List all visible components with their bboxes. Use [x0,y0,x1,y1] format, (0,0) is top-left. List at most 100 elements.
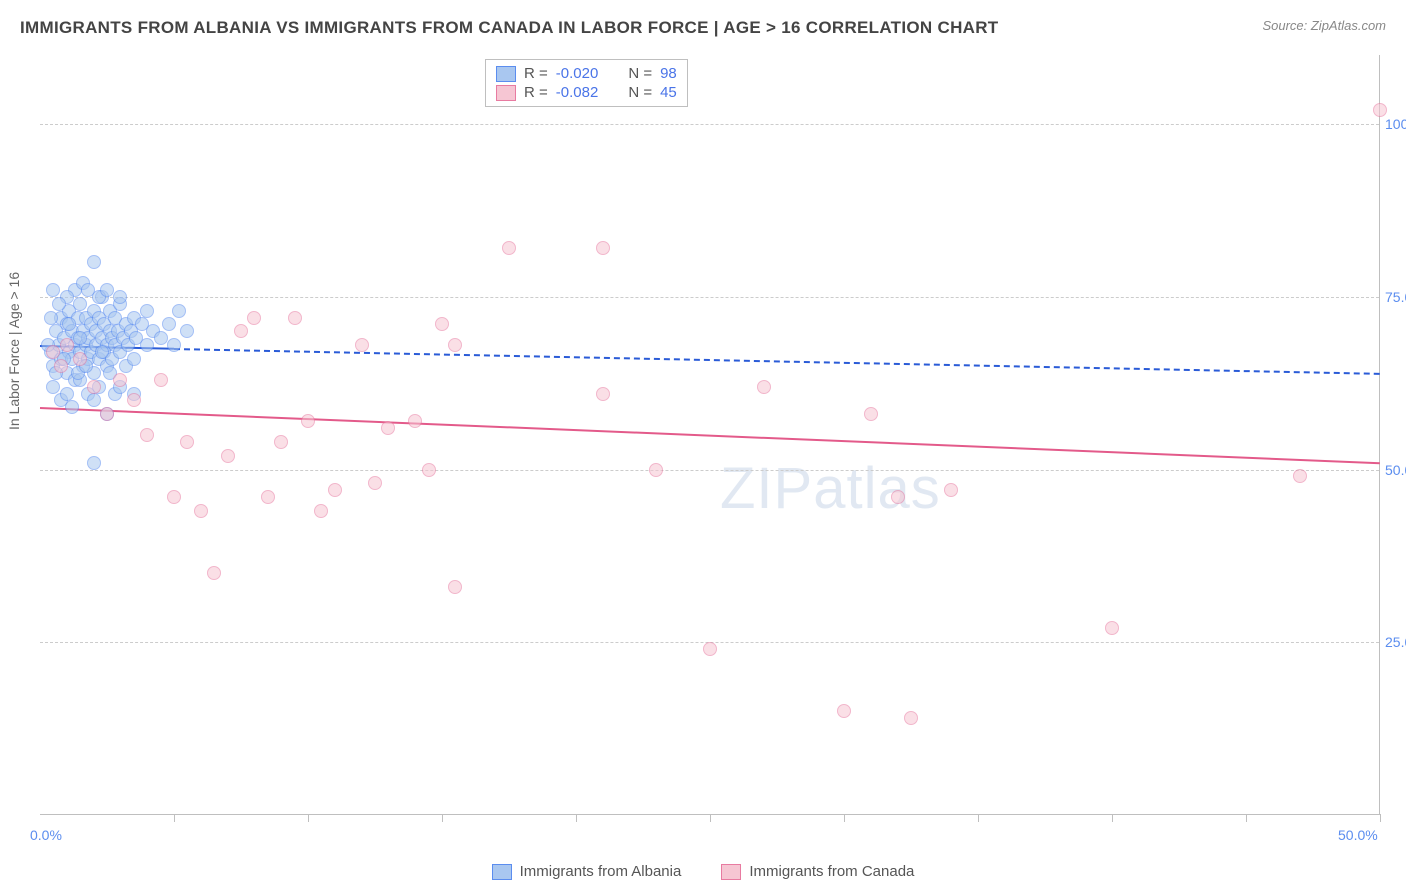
source-label: Source: ZipAtlas.com [1262,18,1386,33]
stat-r-label: R = [524,65,548,82]
scatter-point [87,255,101,269]
scatter-point [44,311,58,325]
x-axis-label: 0.0% [30,827,62,843]
scatter-point [167,338,181,352]
legend-label: Immigrants from Canada [749,863,914,880]
legend-item: Immigrants from Canada [721,863,914,880]
scatter-point [837,704,851,718]
scatter-point [1293,469,1307,483]
scatter-point [328,483,342,497]
stat-r-value: -0.082 [556,84,599,101]
legend-swatch [496,66,516,82]
x-tick [308,814,309,822]
scatter-point [73,331,87,345]
trend-line [40,407,1380,464]
scatter-point [52,297,66,311]
scatter-point [864,407,878,421]
gridline [40,297,1379,298]
scatter-point [502,241,516,255]
scatter-point [127,352,141,366]
scatter-point [95,345,109,359]
scatter-point [207,566,221,580]
y-axis-label: In Labor Force | Age > 16 [6,272,22,430]
legend-swatch [492,864,512,880]
y-tick-label: 75.0% [1385,289,1406,305]
scatter-point [221,449,235,463]
stat-n-label: N = [628,65,652,82]
scatter-point [87,380,101,394]
scatter-point [1373,103,1387,117]
stat-n-value: 98 [660,65,677,82]
x-tick [844,814,845,822]
scatter-point [54,359,68,373]
scatter-point [73,352,87,366]
scatter-point [368,476,382,490]
x-tick [442,814,443,822]
scatter-point [100,283,114,297]
bottom-legend: Immigrants from Albania Immigrants from C… [0,863,1406,880]
stat-r-value: -0.020 [556,65,599,82]
plot-area: ZIPatlas R = -0.020 N = 98R = -0.082N = 4… [40,55,1380,815]
scatter-point [904,711,918,725]
x-tick [174,814,175,822]
stats-row: R = -0.020 N = 98 [496,64,677,83]
scatter-point [944,483,958,497]
scatter-point [113,290,127,304]
scatter-point [140,428,154,442]
chart-title: IMMIGRANTS FROM ALBANIA VS IMMIGRANTS FR… [20,18,999,38]
scatter-point [100,407,114,421]
gridline [40,124,1379,125]
scatter-point [194,504,208,518]
scatter-point [381,421,395,435]
x-tick [1112,814,1113,822]
scatter-point [65,400,79,414]
scatter-point [435,317,449,331]
stat-n-value: 45 [660,84,677,101]
scatter-point [180,435,194,449]
y-tick-label: 100.0% [1385,116,1406,132]
scatter-point [448,580,462,594]
scatter-point [408,414,422,428]
scatter-point [46,345,60,359]
scatter-point [448,338,462,352]
scatter-point [757,380,771,394]
scatter-point [127,393,141,407]
scatter-point [172,304,186,318]
scatter-point [154,331,168,345]
scatter-point [596,387,610,401]
y-tick-label: 25.0% [1385,634,1406,650]
x-tick [1246,814,1247,822]
scatter-point [422,463,436,477]
gridline [40,470,1379,471]
stats-row: R = -0.082N = 45 [496,83,677,102]
scatter-point [314,504,328,518]
scatter-point [234,324,248,338]
scatter-point [167,490,181,504]
scatter-point [274,435,288,449]
scatter-point [60,387,74,401]
watermark: ZIPatlas [720,455,941,522]
scatter-point [596,241,610,255]
scatter-point [162,317,176,331]
stat-r-label: R = [524,84,548,101]
scatter-point [1105,621,1119,635]
x-axis-label: 50.0% [1338,827,1378,843]
scatter-point [113,373,127,387]
scatter-point [649,463,663,477]
x-tick [1380,814,1381,822]
scatter-point [301,414,315,428]
x-tick [978,814,979,822]
scatter-point [87,393,101,407]
scatter-point [703,642,717,656]
scatter-point [60,338,74,352]
scatter-point [247,311,261,325]
legend-label: Immigrants from Albania [520,863,682,880]
y-tick-label: 50.0% [1385,462,1406,478]
scatter-point [355,338,369,352]
scatter-point [73,297,87,311]
scatter-point [46,380,60,394]
scatter-point [62,317,76,331]
x-tick [710,814,711,822]
scatter-point [891,490,905,504]
legend-item: Immigrants from Albania [492,863,682,880]
